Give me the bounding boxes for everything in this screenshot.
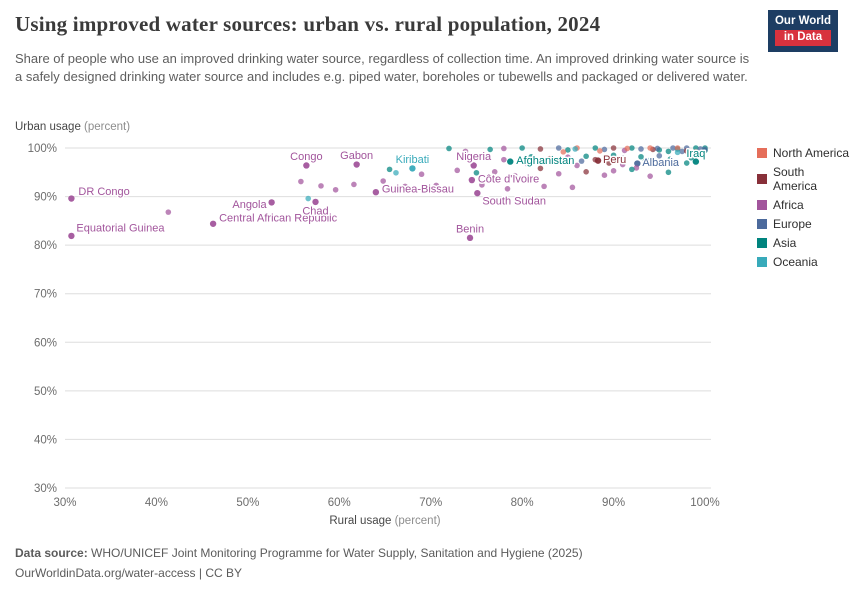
svg-text:Equatorial Guinea: Equatorial Guinea <box>76 222 165 234</box>
legend-label: Asia <box>773 236 797 250</box>
svg-text:Guinea-Bissau: Guinea-Bissau <box>382 184 454 196</box>
svg-text:Angola: Angola <box>232 199 267 211</box>
footer-license: CC BY <box>205 565 242 580</box>
owid-logo[interactable]: Our World in Data <box>767 10 838 52</box>
footer-license-line: OurWorldinData.org/water-access | CC BY <box>15 564 583 584</box>
data-source-text: WHO/UNICEF Joint Monitoring Programme fo… <box>87 546 583 560</box>
legend-swatch <box>757 174 767 184</box>
svg-text:Gabon: Gabon <box>340 150 373 162</box>
svg-text:60%: 60% <box>34 337 57 349</box>
legend-swatch <box>757 200 767 210</box>
chart-subtitle: Share of people who use an improved drin… <box>15 51 750 85</box>
svg-text:50%: 50% <box>236 497 259 509</box>
svg-text:40%: 40% <box>34 434 57 446</box>
legend-item-asia[interactable]: Asia <box>757 236 850 250</box>
svg-text:30%: 30% <box>53 497 76 509</box>
svg-text:Nigeria: Nigeria <box>456 151 492 163</box>
svg-text:Chad: Chad <box>302 205 328 217</box>
svg-text:DR Congo: DR Congo <box>78 186 129 198</box>
svg-text:50%: 50% <box>34 386 57 398</box>
svg-text:Benin: Benin <box>456 223 484 235</box>
svg-text:90%: 90% <box>602 497 625 509</box>
legend-swatch <box>757 148 767 158</box>
svg-text:70%: 70% <box>34 289 57 301</box>
legend-label: North America <box>773 146 850 160</box>
y-axis-title-unit: (percent) <box>80 121 131 133</box>
svg-text:100%: 100% <box>690 497 719 509</box>
data-source-label: Data source: <box>15 546 88 560</box>
legend-item-oceania[interactable]: Oceania <box>757 255 850 269</box>
svg-text:90%: 90% <box>34 192 57 204</box>
x-axis-title-unit: (percent) <box>391 515 441 527</box>
legend-swatch <box>757 257 767 267</box>
svg-text:100%: 100% <box>28 143 57 155</box>
legend-item-africa[interactable]: Africa <box>757 198 850 212</box>
svg-text:Peru: Peru <box>603 154 626 166</box>
legend-item-north-america[interactable]: North America <box>757 146 850 160</box>
x-axis-title-main: Rural usage <box>329 515 392 527</box>
data-source-line: Data source: WHO/UNICEF Joint Monitoring… <box>15 544 583 564</box>
svg-text:Albania: Albania <box>642 157 680 169</box>
footer-separator: | <box>195 565 206 580</box>
legend-item-south-america[interactable]: South America <box>757 165 850 193</box>
svg-text:Congo: Congo <box>290 151 322 163</box>
svg-text:60%: 60% <box>328 497 351 509</box>
legend-swatch <box>757 238 767 248</box>
svg-text:South Sudan: South Sudan <box>482 196 546 208</box>
owid-logo-line2: in Data <box>774 29 831 46</box>
legend-label: South America <box>773 165 818 193</box>
legend-item-europe[interactable]: Europe <box>757 217 850 231</box>
x-axis-title: Rural usage (percent) <box>65 515 705 527</box>
svg-text:40%: 40% <box>145 497 168 509</box>
page-title: Using improved water sources: urban vs. … <box>15 12 601 36</box>
owid-logo-line1: Our World <box>774 15 831 27</box>
svg-text:Afghanistan: Afghanistan <box>516 155 574 167</box>
footer-link[interactable]: OurWorldinData.org/water-access <box>15 565 196 580</box>
svg-text:Côte d'Ivoire: Côte d'Ivoire <box>478 174 539 186</box>
legend: North America South America Africa Europe As… <box>757 146 850 274</box>
legend-label: Africa <box>773 198 804 212</box>
legend-label: Europe <box>773 217 812 231</box>
svg-text:80%: 80% <box>34 240 57 252</box>
svg-text:Kiribati: Kiribati <box>396 154 430 166</box>
svg-text:80%: 80% <box>511 497 534 509</box>
svg-text:70%: 70% <box>419 497 442 509</box>
chart-footer: Data source: WHO/UNICEF Joint Monitoring… <box>15 544 583 584</box>
legend-label: Oceania <box>773 255 818 269</box>
y-axis-title: Urban usage (percent) <box>15 121 130 133</box>
legend-swatch <box>757 219 767 229</box>
svg-text:Iraq: Iraq <box>686 148 705 160</box>
y-axis-title-main: Urban usage <box>15 121 81 133</box>
svg-text:30%: 30% <box>34 483 57 495</box>
svg-text:Central African Republic: Central African Republic <box>219 212 338 224</box>
